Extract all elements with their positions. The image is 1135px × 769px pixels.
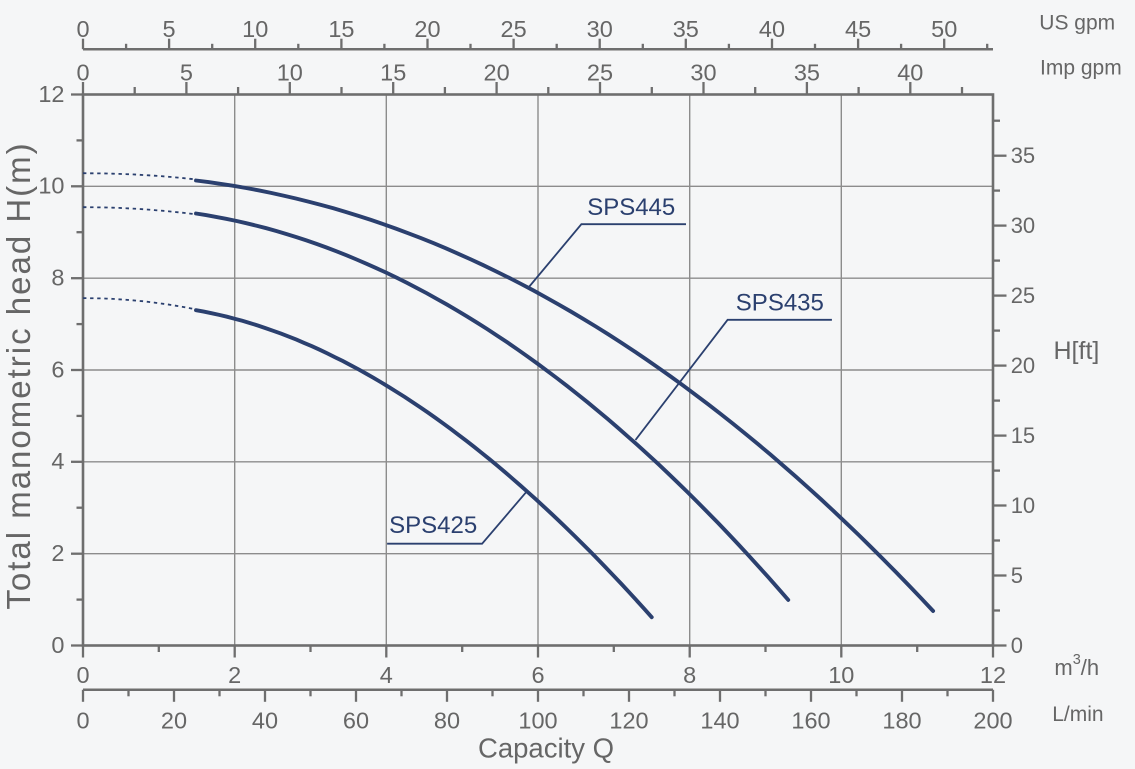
svg-text:45: 45: [845, 16, 871, 42]
svg-text:2: 2: [51, 540, 64, 566]
svg-text:H[ft]: H[ft]: [1054, 337, 1100, 365]
svg-text:30: 30: [1011, 213, 1035, 238]
svg-text:10: 10: [38, 173, 64, 199]
svg-text:35: 35: [1011, 143, 1035, 168]
svg-text:5: 5: [163, 16, 176, 42]
svg-text:0: 0: [76, 16, 89, 42]
svg-text:10: 10: [242, 16, 268, 42]
svg-text:160: 160: [791, 708, 830, 734]
svg-text:200: 200: [973, 708, 1012, 734]
svg-text:25: 25: [1011, 283, 1035, 308]
svg-text:10: 10: [828, 662, 854, 688]
svg-text:25: 25: [501, 16, 527, 42]
svg-text:40: 40: [897, 60, 923, 86]
svg-text:180: 180: [882, 708, 921, 734]
svg-text:20: 20: [484, 60, 510, 86]
svg-text:15: 15: [1011, 423, 1035, 448]
svg-text:100: 100: [518, 708, 557, 734]
svg-text:SPS445: SPS445: [587, 194, 675, 221]
svg-text:US gpm: US gpm: [1039, 12, 1115, 35]
svg-text:SPS435: SPS435: [736, 289, 824, 316]
svg-text:35: 35: [673, 16, 699, 42]
svg-text:15: 15: [380, 60, 406, 86]
svg-text:20: 20: [414, 16, 440, 42]
svg-text:30: 30: [587, 16, 613, 42]
svg-text:L/min: L/min: [1052, 703, 1103, 726]
svg-text:5: 5: [180, 60, 193, 86]
svg-text:4: 4: [51, 448, 64, 474]
svg-text:0: 0: [1011, 633, 1023, 658]
svg-text:2: 2: [228, 662, 241, 688]
svg-text:35: 35: [794, 60, 820, 86]
svg-text:60: 60: [343, 708, 369, 734]
svg-text:12: 12: [980, 662, 1006, 688]
svg-text:Capacity Q: Capacity Q: [478, 733, 614, 764]
svg-text:10: 10: [1011, 493, 1035, 518]
svg-text:8: 8: [683, 662, 696, 688]
svg-text:5: 5: [1011, 563, 1023, 588]
svg-text:Total manometric head H(m): Total manometric head H(m): [0, 141, 37, 609]
svg-text:25: 25: [587, 60, 613, 86]
svg-text:8: 8: [51, 265, 64, 291]
svg-text:40: 40: [252, 708, 278, 734]
svg-text:6: 6: [531, 662, 544, 688]
svg-text:12: 12: [38, 81, 64, 107]
svg-text:30: 30: [690, 60, 716, 86]
svg-text:10: 10: [277, 60, 303, 86]
svg-text:6: 6: [51, 356, 64, 382]
svg-text:0: 0: [76, 708, 89, 734]
svg-text:SPS425: SPS425: [389, 512, 477, 539]
svg-text:0: 0: [76, 662, 89, 688]
svg-text:20: 20: [1011, 353, 1035, 378]
svg-text:Imp gpm: Imp gpm: [1040, 57, 1122, 80]
svg-text:40: 40: [759, 16, 785, 42]
svg-text:140: 140: [700, 708, 739, 734]
svg-text:50: 50: [931, 16, 957, 42]
svg-text:4: 4: [380, 662, 393, 688]
svg-text:120: 120: [609, 708, 648, 734]
svg-text:80: 80: [434, 708, 460, 734]
svg-text:15: 15: [328, 16, 354, 42]
svg-text:0: 0: [76, 60, 89, 86]
svg-text:20: 20: [161, 708, 187, 734]
svg-text:0: 0: [51, 632, 64, 658]
